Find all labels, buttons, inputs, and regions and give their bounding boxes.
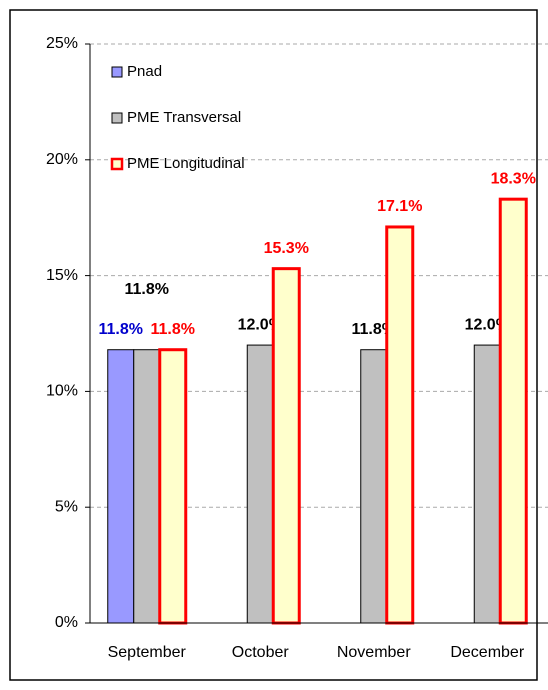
bar xyxy=(133,349,161,624)
y-tick-label: 15% xyxy=(46,267,78,284)
y-tick-label: 0% xyxy=(55,614,78,631)
y-tick-label: 10% xyxy=(46,383,78,400)
legend-swatch xyxy=(111,66,123,78)
data-label: 15.3% xyxy=(264,240,309,257)
x-tick-label: November xyxy=(337,644,411,661)
y-tick-label: 20% xyxy=(46,151,78,168)
data-label: 11.8% xyxy=(125,281,169,298)
y-tick-label: 25% xyxy=(46,35,78,52)
x-tick-label: September xyxy=(108,644,187,661)
y-tick-label: 5% xyxy=(55,498,78,515)
data-label: 11.8% xyxy=(151,321,195,338)
bar xyxy=(498,197,528,625)
data-label: 11.8% xyxy=(352,321,396,338)
data-label: 12.0% xyxy=(238,316,283,333)
bar xyxy=(385,225,415,625)
data-label: 17.1% xyxy=(377,198,422,215)
bar xyxy=(246,344,274,624)
legend-swatch xyxy=(111,112,123,124)
legend-label: PME Transversal xyxy=(127,109,241,126)
x-tick-label: December xyxy=(450,644,524,661)
legend-swatch xyxy=(110,157,124,171)
x-tick-label: October xyxy=(232,644,290,661)
data-label: 12.0% xyxy=(465,316,510,333)
data-label: 11.8% xyxy=(99,321,143,338)
legend-label: PME Longitudinal xyxy=(127,155,245,172)
bar xyxy=(271,267,301,625)
bar xyxy=(107,349,135,624)
bar xyxy=(158,348,188,625)
bar xyxy=(473,344,501,624)
legend-label: Pnad xyxy=(127,63,162,80)
data-label: 18.3% xyxy=(491,170,536,187)
bar xyxy=(360,349,388,624)
